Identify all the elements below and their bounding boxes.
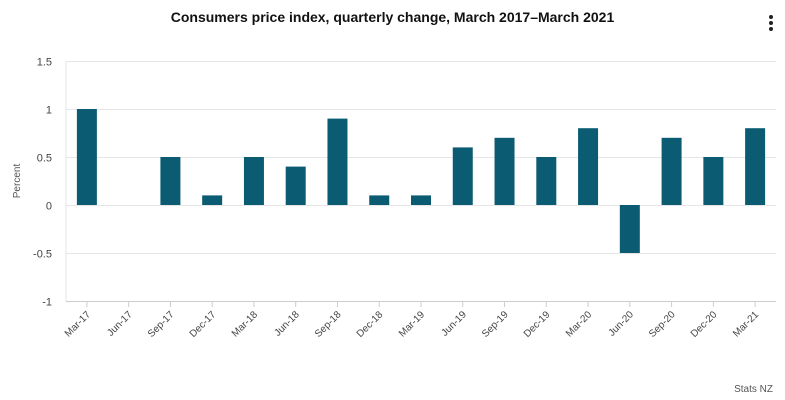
x-tick-label: Jun-18	[272, 309, 302, 339]
menu-dot	[769, 21, 773, 25]
y-tick-label: -0.5	[33, 249, 52, 261]
x-tick-label: Jun-20	[607, 309, 637, 339]
y-tick-label: 1.5	[37, 57, 52, 69]
y-axis-ticks: 1.5 1 0.5 0 -0.5 -1	[33, 57, 52, 309]
x-tick-label: Dec-19	[522, 309, 553, 340]
bars	[76, 109, 766, 253]
bar	[76, 109, 97, 205]
bar	[285, 166, 306, 205]
bar	[243, 157, 264, 205]
y-tick-label: 1	[46, 105, 52, 117]
menu-dot	[769, 15, 773, 19]
source-credit: Stats NZ	[734, 384, 773, 395]
y-tick-label: -1	[42, 297, 52, 309]
bar	[160, 157, 181, 205]
x-tick-label: Sep-20	[647, 309, 678, 340]
bar	[578, 128, 599, 205]
bar	[411, 195, 431, 205]
y-tick-label: 0	[46, 201, 52, 213]
x-tick-label: Mar-20	[564, 309, 594, 339]
x-tick-label: Dec-17	[188, 309, 219, 340]
bar	[703, 157, 724, 205]
x-tick-label: Mar-21	[731, 309, 761, 339]
x-tick-label: Sep-19	[480, 309, 511, 340]
x-tick-label: Mar-19	[397, 309, 427, 339]
x-tick-label: Jun-17	[105, 309, 135, 339]
y-tick-label: 0.5	[37, 153, 52, 165]
bar	[327, 118, 348, 205]
bar	[369, 195, 390, 205]
x-tick-label: Dec-18	[355, 309, 386, 340]
bar	[452, 147, 473, 205]
more-vertical-icon[interactable]	[764, 12, 778, 34]
x-tick-label: Dec-20	[689, 309, 720, 340]
menu-dot	[769, 27, 773, 31]
x-tick-label: Mar-18	[230, 309, 260, 339]
x-axis-ticks: Mar-17 Jun-17 Sep-17 Dec-17 Mar-18 Jun-18 Sep-…	[63, 309, 762, 340]
bar	[619, 205, 640, 253]
bar	[745, 128, 766, 205]
bar	[661, 137, 682, 205]
bar	[494, 137, 515, 205]
chart-title: Consumers price index, quarterly change,…	[170, 9, 615, 25]
y-axis-label: Percent	[12, 164, 23, 199]
bar	[536, 157, 557, 205]
x-axis	[65, 61, 776, 307]
bar	[202, 195, 223, 205]
x-tick-label: Mar-17	[63, 309, 93, 339]
x-tick-label: Jun-19	[439, 309, 469, 339]
x-tick-label: Sep-17	[146, 309, 177, 340]
x-tick-label: Sep-18	[313, 309, 344, 340]
